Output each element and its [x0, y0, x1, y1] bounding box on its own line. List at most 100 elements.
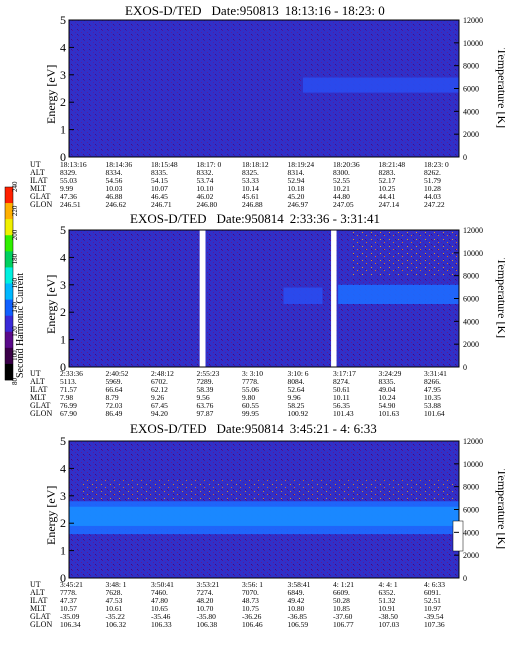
y-tick-label: 0 — [60, 571, 66, 585]
y-tick-label: 1 — [60, 544, 66, 558]
table-cell: 10.10 — [197, 184, 214, 193]
table-cell: -36.85 — [288, 612, 308, 621]
table-cell: 8334. — [106, 168, 123, 177]
y-tick-label: 0 — [60, 360, 66, 374]
colorbar-segment — [5, 331, 13, 349]
table-cell: 5969. — [106, 377, 123, 386]
table-cell: 7.98 — [60, 393, 73, 402]
y-tick-label: 4 — [60, 250, 66, 264]
table-cell: 9.80 — [242, 393, 255, 402]
row-label: GLAT — [30, 612, 51, 621]
colorbar-tick: 220 — [11, 205, 19, 216]
table-cell: 10.03 — [106, 184, 123, 193]
y-tick-right-label: 8000 — [463, 62, 479, 71]
colorbar-tick: 160 — [11, 278, 19, 289]
table-cell: 54.90 — [379, 401, 396, 410]
table-cell: 8314. — [288, 168, 305, 177]
colorbar-tick: 100 — [11, 350, 19, 361]
table-cell: 72.03 — [106, 401, 123, 410]
table-cell: 106.33 — [151, 620, 172, 629]
table-cell: 67.45 — [151, 401, 168, 410]
table-cell: 5113. — [60, 377, 77, 386]
y-tick-label: 2 — [60, 95, 66, 109]
table-cell: 6702. — [151, 377, 168, 386]
table-cell: 8329. — [60, 168, 77, 177]
y-tick-right-label: 10000 — [463, 460, 483, 469]
table-cell: 9.26 — [151, 393, 164, 402]
table-cell: 71.57 — [60, 385, 77, 394]
table-cell: 50.61 — [333, 385, 350, 394]
colorbar-segment — [5, 235, 13, 252]
table-cell: -36.26 — [242, 612, 262, 621]
table-cell: 2:33:36 — [60, 369, 83, 378]
colorbar: 80 100 120 140 160 180 200 220 240 — [4, 181, 19, 385]
table-cell: 9.99 — [60, 184, 73, 193]
y-axis-label: Energy [eV] — [44, 486, 58, 545]
y-ticks-right: 0 2000 4000 6000 8000 10000 12000 — [454, 16, 483, 162]
table-cell: 53.74 — [197, 176, 214, 185]
table-cell: 246.62 — [106, 200, 127, 209]
table-cell: 47.80 — [151, 596, 168, 605]
table-cell: 10.24 — [379, 393, 396, 402]
table-cell: 6609. — [333, 588, 350, 597]
y-tick-right-label: 2000 — [463, 130, 479, 139]
y-tick-right-label: 6000 — [463, 85, 479, 94]
table-cell: 47.95 — [424, 385, 441, 394]
table-cell: 10.14 — [242, 184, 259, 193]
table-cell: 106.32 — [106, 620, 127, 629]
y-ticks-left: 0 1 2 3 4 5 — [60, 223, 74, 374]
table-cell: 10.21 — [333, 184, 350, 193]
table-cell: -35.22 — [106, 612, 126, 621]
table-cell: 6849. — [288, 588, 305, 597]
table-cell: 101.63 — [379, 409, 400, 418]
table-cell: 4: 4: 1 — [379, 580, 398, 589]
y-tick-label: 0 — [60, 150, 66, 164]
y-tick-label: 2 — [60, 305, 66, 319]
row-label: GLAT — [30, 401, 51, 410]
y-tick-right-label: 2000 — [463, 551, 479, 560]
colorbar-label: Second Harmonic Current — [15, 273, 26, 378]
table-cell: 76.99 — [60, 401, 77, 410]
colorbar-segment — [5, 315, 13, 333]
table-cell: 3: 3:10 — [242, 369, 263, 378]
table-cell: 10.18 — [288, 184, 305, 193]
row-label: ILAT — [30, 596, 47, 605]
table-cell: 10.61 — [106, 604, 123, 613]
y-tick-right-label: 4000 — [463, 317, 479, 326]
table-cell: 8335. — [379, 377, 396, 386]
y-axis-label: Energy [eV] — [44, 275, 58, 334]
table-cell: 9.96 — [288, 393, 301, 402]
table-cell: 3:45:21 — [60, 580, 83, 589]
table-cell: 46.88 — [106, 192, 123, 201]
table-cell: 47.37 — [60, 596, 77, 605]
colorbar-segment — [5, 347, 13, 365]
row-label: UT — [30, 580, 41, 589]
table-cell: 8325. — [242, 168, 259, 177]
table-cell: 4: 6:33 — [424, 580, 445, 589]
row-label: ILAT — [30, 176, 47, 185]
table-cell: 45.20 — [288, 192, 305, 201]
y-tick-right-label: 0 — [463, 574, 467, 583]
table-cell: -35.46 — [151, 612, 171, 621]
colorbar-tick: 180 — [11, 253, 19, 264]
y-tick-label: 2 — [60, 516, 66, 530]
y-axis-label-right: Temperature [K] — [495, 258, 505, 338]
info-table: UT 2:33:36 2:40:52 2:48:12 2:55:23 3: 3:10 3:1… — [30, 369, 447, 418]
table-cell: 10.75 — [242, 604, 259, 613]
table-cell: 52.94 — [288, 176, 305, 185]
table-cell: 18:21:48 — [379, 160, 406, 169]
table-cell: 246.97 — [288, 200, 309, 209]
colorbar-tick: 240 — [11, 181, 19, 192]
colorbar-tick: 200 — [11, 229, 19, 240]
row-label: UT — [30, 160, 41, 169]
table-cell: 58.25 — [288, 401, 305, 410]
table-cell: 4: 1:21 — [333, 580, 354, 589]
table-cell: 10.70 — [197, 604, 214, 613]
table-cell: 2:55:23 — [197, 369, 220, 378]
row-label: ALT — [30, 168, 45, 177]
y-tick-right-label: 6000 — [463, 506, 479, 515]
y-tick-right-label: 4000 — [463, 107, 479, 116]
y-tick-right-label: 0 — [463, 153, 467, 162]
table-cell: 60.55 — [242, 401, 259, 410]
